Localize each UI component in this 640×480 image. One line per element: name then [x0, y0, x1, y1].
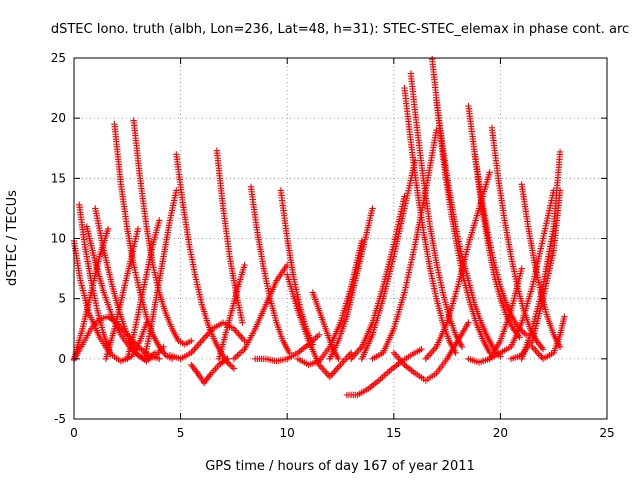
data-point-markers — [284, 271, 355, 381]
chart-title: dSTEC Iono. truth (albh, Lon=236, Lat=48… — [51, 22, 629, 37]
data-series — [141, 187, 180, 362]
data-series — [343, 346, 425, 399]
data-point-markers — [422, 169, 493, 362]
data-series — [284, 271, 355, 381]
data-point-markers — [407, 70, 466, 350]
y-tick-label: 25 — [51, 51, 66, 65]
x-tick-label: 0 — [70, 426, 78, 440]
y-tick-label: 15 — [51, 171, 66, 185]
data-series — [518, 148, 564, 362]
data-series — [247, 183, 293, 356]
data-series — [369, 127, 440, 362]
data-point-markers — [141, 187, 180, 362]
data-series — [486, 187, 557, 362]
data-series — [215, 261, 248, 362]
data-point-markers — [348, 193, 408, 362]
data-point-markers — [215, 261, 248, 362]
data-point-markers — [76, 201, 114, 356]
data-points — [70, 56, 568, 399]
data-point-markers — [213, 147, 246, 326]
x-tick-label: 15 — [386, 426, 401, 440]
x-axis-ticks: 0 5 10 15 20 25 — [70, 58, 615, 440]
data-point-markers — [124, 217, 163, 362]
data-point-markers — [326, 205, 376, 362]
data-point-markers — [166, 319, 248, 362]
data-point-markers — [111, 121, 176, 362]
x-tick-label: 25 — [599, 426, 614, 440]
x-tick-label: 20 — [493, 426, 508, 440]
data-point-markers — [518, 148, 564, 362]
data-series — [433, 96, 504, 360]
data-series — [294, 237, 365, 369]
data-point-markers — [247, 183, 293, 356]
data-series — [348, 193, 408, 362]
data-point-markers — [252, 331, 323, 365]
data-series — [188, 355, 231, 387]
data-point-markers — [294, 237, 365, 369]
data-series — [102, 225, 142, 362]
x-tick-label: 10 — [280, 426, 295, 440]
data-series — [390, 319, 472, 384]
data-point-markers — [369, 127, 440, 362]
y-tick-label: 10 — [51, 232, 66, 246]
data-series — [166, 319, 248, 362]
data-series — [124, 217, 163, 362]
x-axis-label: GPS time / hours of day 167 of year 2011 — [205, 459, 475, 474]
data-series — [422, 169, 493, 362]
y-axis-ticks: -5 0 5 10 15 20 25 — [51, 51, 607, 426]
y-tick-label: 5 — [58, 292, 66, 306]
data-series — [507, 187, 564, 362]
data-series — [407, 70, 466, 350]
data-series — [252, 331, 323, 365]
data-series — [213, 147, 246, 326]
y-tick-label: 20 — [51, 111, 66, 125]
data-point-markers — [486, 187, 557, 362]
data-point-markers — [518, 181, 564, 350]
data-point-markers — [102, 225, 142, 362]
data-series — [230, 261, 291, 362]
data-series — [529, 313, 568, 362]
x-tick-label: 5 — [177, 426, 185, 440]
data-point-markers — [507, 187, 564, 362]
data-series — [326, 205, 376, 362]
data-point-markers — [390, 319, 472, 384]
data-point-markers — [529, 313, 568, 362]
data-point-markers — [230, 261, 291, 362]
data-series — [518, 181, 564, 350]
data-point-markers — [433, 96, 504, 360]
y-axis-label: dSTEC / TECUs — [5, 190, 20, 286]
data-series — [76, 201, 114, 356]
y-tick-label: 0 — [58, 352, 66, 366]
data-series — [111, 121, 176, 362]
data-point-markers — [343, 346, 425, 399]
data-point-markers — [188, 355, 231, 387]
y-tick-label: -5 — [54, 412, 66, 426]
